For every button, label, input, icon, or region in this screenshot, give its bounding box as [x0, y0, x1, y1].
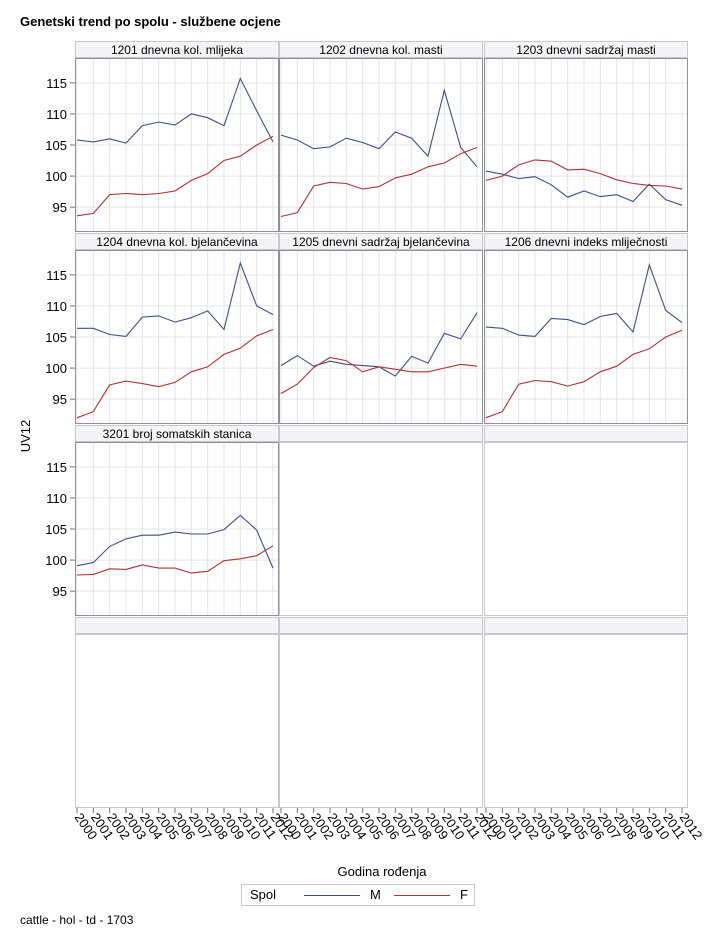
- series-line-f: [76, 135, 274, 217]
- y-axis-label: UV12: [18, 420, 33, 453]
- panel-header-bg: [279, 617, 483, 634]
- x-axis-label: Godina rođenja: [338, 864, 428, 879]
- series-line-f: [280, 146, 478, 218]
- panel-header-bg: [279, 41, 483, 58]
- y-tick-label: 95: [53, 200, 67, 215]
- y-tick-label: 105: [45, 330, 67, 345]
- series-line-m: [77, 261, 274, 337]
- footer-note: cattle - hol - td - 1703: [20, 913, 134, 927]
- legend-line-m: [304, 895, 360, 896]
- y-tick-label: 115: [46, 76, 67, 91]
- panel-plot-area: [484, 442, 688, 616]
- panel-label: 1204 dnevna kol. bjelančevina: [96, 235, 258, 249]
- panel-header-bg: [484, 425, 688, 442]
- panel-plot-area: [279, 442, 483, 616]
- panel-label: 1205 dnevni sadržaj bjelančevina: [292, 235, 470, 249]
- y-tick-label: 115: [46, 268, 67, 283]
- legend-label-f: F: [460, 887, 468, 902]
- panel-label: 3201 broj somatskih stanica: [103, 427, 252, 441]
- panel-header-bg: [75, 233, 279, 250]
- legend-title: Spol: [250, 887, 277, 902]
- series-line-m: [485, 262, 683, 337]
- y-tick-label: 100: [45, 169, 67, 184]
- y-tick-label: 95: [53, 584, 67, 599]
- panel-header-bg: [484, 41, 688, 58]
- panel-label: 1202 dnevna kol. masti: [319, 43, 442, 57]
- series-line-m: [76, 77, 274, 144]
- y-tick-label: 105: [45, 522, 67, 537]
- legend-label-m: M: [370, 887, 381, 902]
- legend: Spol M F: [241, 884, 475, 906]
- y-tick-label: 110: [46, 107, 67, 122]
- panel-header-bg: [484, 617, 688, 634]
- legend-line-f: [394, 895, 450, 896]
- y-tick-label: 100: [45, 553, 67, 568]
- panel-header-bg: [484, 233, 688, 250]
- panel-header-bg: [75, 41, 279, 58]
- series-line-m: [485, 170, 683, 206]
- series-line-f: [485, 159, 683, 190]
- panel-plot-area: [75, 634, 279, 808]
- y-tick-label: 115: [46, 460, 67, 475]
- y-tick-label: 110: [46, 491, 67, 506]
- series-line-f: [485, 329, 683, 419]
- panel-plot-area: [484, 634, 688, 808]
- panel-header-bg: [279, 425, 483, 442]
- y-tick-label: 105: [45, 138, 67, 153]
- panel-plot-area: [279, 634, 483, 808]
- y-tick-label: 110: [46, 299, 67, 314]
- panel-header-bg: [75, 425, 279, 442]
- panel-header-bg: [75, 617, 279, 634]
- series-line-f: [76, 328, 274, 419]
- series-line-f: [76, 545, 274, 576]
- panel-label: 1206 dnevni indeks mliječnosti: [505, 235, 668, 249]
- panel-label: 1201 dnevna kol. mlijeka: [111, 43, 243, 57]
- series-line-f: [280, 356, 478, 394]
- y-tick-label: 100: [45, 361, 67, 376]
- panel-header-bg: [279, 233, 483, 250]
- y-tick-label: 95: [53, 392, 67, 407]
- series-line-m: [76, 514, 274, 569]
- panel-label: 1203 dnevni sadržaj masti: [516, 43, 655, 57]
- series-line-m: [280, 88, 478, 168]
- chart-title: Genetski trend po spolu - službene ocjen…: [20, 14, 281, 29]
